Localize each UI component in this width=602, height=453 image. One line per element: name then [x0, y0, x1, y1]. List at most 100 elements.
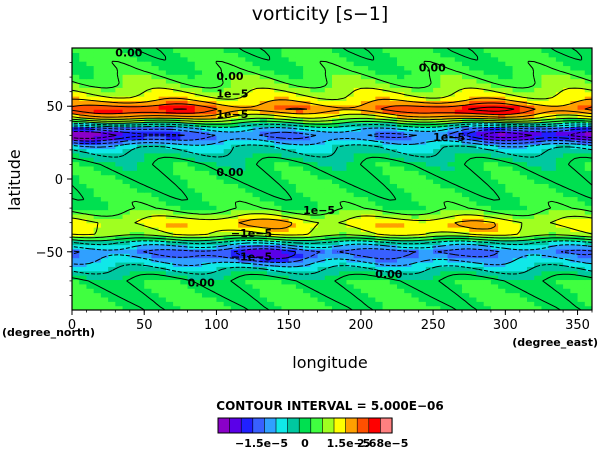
heatmap-cell — [303, 192, 311, 198]
heatmap-cell — [541, 109, 550, 115]
heatmap-cell — [570, 248, 579, 254]
heatmap-cell — [527, 183, 535, 189]
heatmap-cell — [476, 257, 485, 263]
heatmap-cell — [288, 65, 297, 71]
heatmap-cell — [397, 157, 405, 163]
heatmap-cell — [288, 209, 297, 215]
heatmap-cell — [512, 183, 521, 189]
heatmap-cell — [440, 135, 449, 141]
heatmap-cell — [397, 96, 405, 101]
heatmap-cell — [216, 144, 225, 150]
heatmap-cell — [216, 48, 225, 53]
heatmap-cell — [151, 218, 160, 224]
heatmap-cell — [209, 104, 218, 110]
heatmap-cell — [288, 78, 297, 84]
contour-label: 0.00 — [115, 47, 142, 60]
heatmap-cell — [483, 174, 492, 180]
heatmap-cell — [223, 279, 232, 285]
heatmap-cell — [397, 52, 405, 58]
heatmap-cell — [259, 183, 268, 189]
contour-line — [72, 126, 592, 263]
heatmap-cell — [180, 261, 189, 267]
heatmap-cell — [202, 78, 210, 84]
heatmap-cell — [72, 52, 80, 58]
heatmap-cell — [209, 288, 218, 294]
heatmap-cell — [389, 87, 398, 93]
heatmap-cell — [527, 213, 535, 219]
heatmap-cell — [512, 187, 521, 193]
heatmap-cell — [122, 144, 131, 150]
heatmap-cell — [137, 61, 145, 67]
heatmap-cell — [382, 253, 391, 259]
heatmap-cell — [563, 222, 571, 228]
heatmap-cell — [108, 205, 116, 211]
heatmap-cell — [310, 257, 319, 263]
heatmap-cell — [281, 174, 290, 180]
heatmap-cell — [137, 240, 145, 246]
heatmap-cell — [281, 96, 290, 101]
heatmap-cell — [519, 144, 528, 150]
heatmap-cell — [346, 253, 355, 259]
heatmap-cell — [223, 301, 232, 307]
heatmap-cell — [158, 205, 167, 211]
heatmap-cell — [454, 174, 463, 180]
heatmap-cell — [570, 275, 579, 281]
heatmap-cell — [303, 296, 311, 302]
heatmap-cell — [353, 96, 362, 101]
heatmap-cell — [281, 218, 290, 224]
heatmap-cell — [223, 87, 232, 93]
heatmap-cell — [404, 179, 413, 184]
heatmap-cell — [303, 227, 311, 232]
heatmap-cell — [245, 301, 254, 307]
heatmap-cell — [173, 65, 181, 71]
heatmap-cell — [454, 82, 463, 88]
heatmap-cell — [267, 218, 275, 224]
heatmap-cell — [230, 301, 239, 307]
heatmap-cell — [541, 61, 550, 67]
heatmap-cell — [368, 56, 376, 62]
heatmap-cell — [490, 65, 499, 71]
heatmap-cell — [238, 96, 246, 101]
heatmap-cell — [498, 126, 506, 132]
heatmap-cell — [418, 165, 427, 171]
heatmap-cell — [498, 218, 506, 224]
heatmap-cell — [122, 279, 131, 285]
heatmap-cell — [194, 52, 203, 58]
heatmap-cell — [353, 113, 362, 119]
heatmap-cell — [548, 100, 557, 106]
heatmap-cell — [512, 113, 521, 119]
heatmap-cell — [252, 130, 261, 136]
heatmap-cell — [490, 82, 499, 88]
heatmap-cell — [165, 82, 174, 88]
heatmap-cell — [79, 56, 88, 62]
heatmap-cell — [541, 213, 550, 219]
heatmap-cell — [548, 117, 557, 123]
heatmap-cell — [447, 301, 456, 307]
heatmap-cell — [498, 196, 506, 202]
heatmap-cell — [368, 161, 376, 167]
heatmap-cell — [411, 91, 420, 97]
heatmap-cell — [122, 192, 131, 198]
heatmap-cell — [483, 301, 492, 307]
heatmap-cell — [483, 292, 492, 298]
heatmap-cell — [476, 222, 485, 228]
heatmap-cell — [505, 266, 514, 272]
heatmap-cell — [425, 113, 434, 119]
heatmap-cell — [360, 305, 369, 310]
heatmap-cell — [324, 227, 333, 232]
heatmap-cell — [548, 192, 557, 198]
heatmap-cell — [498, 161, 506, 167]
heatmap-cell — [202, 244, 210, 250]
heatmap-cell — [187, 227, 196, 232]
heatmap-cell — [252, 187, 261, 193]
heatmap-cell — [93, 240, 102, 246]
heatmap-cell — [462, 148, 470, 154]
heatmap-cell — [165, 148, 174, 154]
heatmap-cell — [79, 113, 88, 119]
heatmap-cell — [310, 209, 319, 215]
heatmap-cell — [310, 183, 319, 189]
heatmap-cell — [527, 244, 535, 250]
heatmap-cell — [144, 257, 153, 263]
heatmap-cell — [209, 222, 218, 228]
heatmap-cell — [527, 270, 535, 276]
